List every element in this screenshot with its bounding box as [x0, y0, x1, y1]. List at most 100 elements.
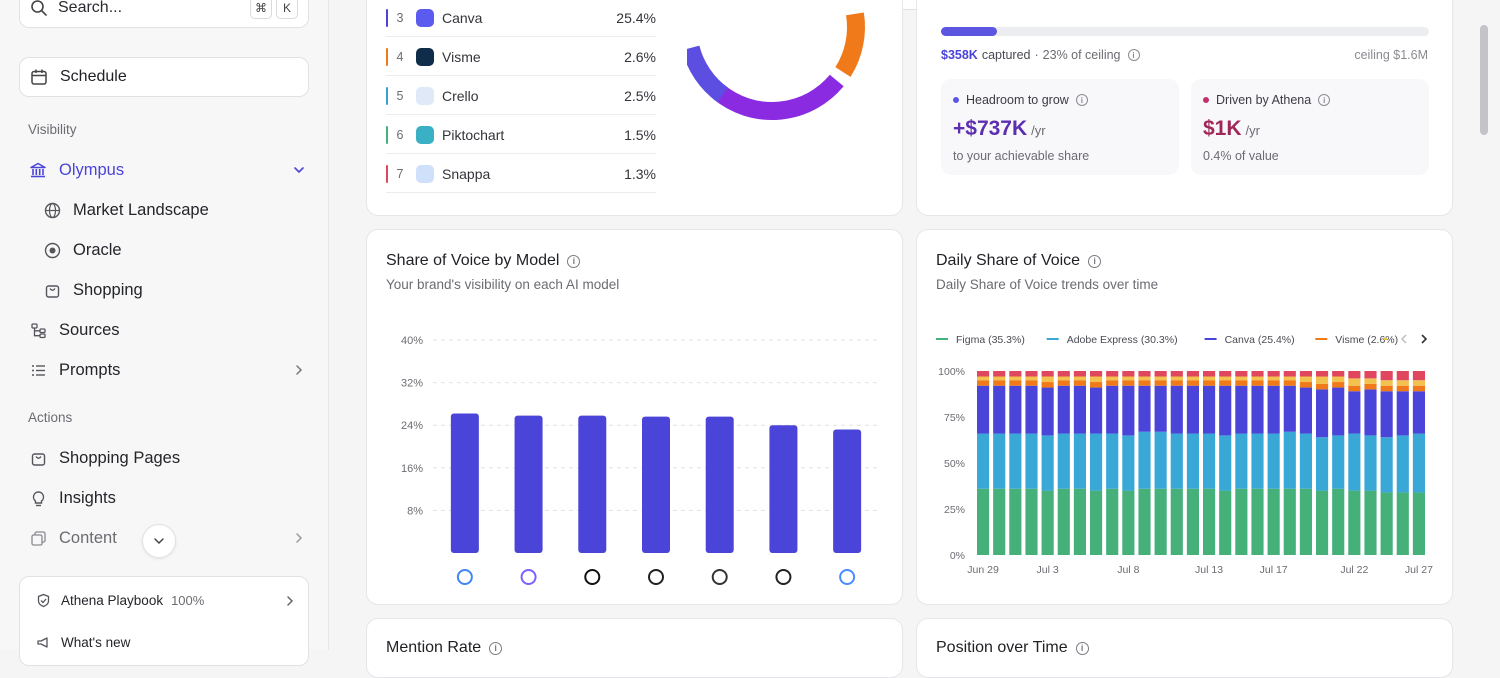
stack-segment[interactable] — [1138, 376, 1151, 381]
donut-slice-visme[interactable] — [835, 12, 865, 77]
stack-segment[interactable] — [1138, 488, 1151, 555]
sidebar-item-olympus[interactable]: Olympus — [28, 155, 308, 185]
stack-segment[interactable] — [1154, 385, 1167, 432]
legend-label[interactable]: Figma (35.3%) — [956, 334, 1025, 346]
ranking-row[interactable]: 6 Piktochart 1.5% — [386, 116, 656, 154]
stack-segment[interactable] — [1332, 382, 1345, 388]
stack-segment[interactable] — [1380, 437, 1393, 493]
stack-segment[interactable] — [1106, 433, 1119, 489]
bar-google[interactable] — [450, 413, 479, 553]
stack-segment[interactable] — [1186, 371, 1199, 377]
ranking-row[interactable]: 3 Canva 25.4% — [386, 0, 656, 37]
stack-segment[interactable] — [1122, 385, 1135, 436]
stack-segment[interactable] — [1186, 385, 1199, 434]
stack-segment[interactable] — [1348, 378, 1361, 386]
stack-segment[interactable] — [993, 371, 1006, 377]
stack-segment[interactable] — [1073, 488, 1086, 555]
bar-grok[interactable] — [578, 415, 607, 553]
whats-new-row[interactable]: What's new — [36, 635, 296, 650]
stack-segment[interactable] — [1057, 376, 1070, 381]
stack-segment[interactable] — [1348, 391, 1361, 434]
stack-segment[interactable] — [1203, 371, 1216, 377]
stack-segment[interactable] — [1219, 376, 1232, 381]
stack-segment[interactable] — [1090, 433, 1103, 491]
stack-segment[interactable] — [1073, 380, 1086, 386]
stack-segment[interactable] — [1380, 391, 1393, 438]
info-icon[interactable]: i — [1075, 641, 1089, 655]
stack-segment[interactable] — [1186, 376, 1199, 381]
ranking-row[interactable]: 7 Snappa 1.3% — [386, 155, 656, 193]
legend-label[interactable]: Visme (2.6%) — [1335, 334, 1398, 346]
stack-segment[interactable] — [1122, 371, 1135, 377]
stack-segment[interactable] — [1057, 488, 1070, 555]
stack-segment[interactable] — [1073, 385, 1086, 434]
stack-segment[interactable] — [1203, 385, 1216, 434]
stack-segment[interactable] — [1122, 435, 1135, 491]
stack-segment[interactable] — [1283, 380, 1296, 386]
sidebar-item-market-landscape[interactable]: Market Landscape — [42, 195, 302, 225]
chevron-right-icon[interactable] — [290, 361, 308, 379]
stack-segment[interactable] — [977, 371, 990, 377]
stack-segment[interactable] — [1332, 371, 1345, 377]
stack-segment[interactable] — [1041, 371, 1054, 377]
stack-segment[interactable] — [1380, 385, 1393, 392]
stack-segment[interactable] — [1364, 378, 1377, 384]
legend-label[interactable]: Canva (25.4%) — [1225, 334, 1295, 346]
stack-segment[interactable] — [1364, 371, 1377, 379]
stack-segment[interactable] — [993, 385, 1006, 434]
sidebar-item-sources[interactable]: Sources — [28, 315, 308, 345]
sidebar-item-shopping-pages[interactable]: Shopping Pages — [28, 443, 308, 473]
stack-segment[interactable] — [1073, 376, 1086, 381]
stack-segment[interactable] — [1283, 376, 1296, 381]
stack-segment[interactable] — [1316, 437, 1329, 491]
stack-segment[interactable] — [1235, 376, 1248, 381]
stack-segment[interactable] — [1219, 490, 1232, 555]
stack-segment[interactable] — [1251, 376, 1264, 381]
stack-segment[interactable] — [993, 433, 1006, 489]
legend-prev-icon[interactable] — [1401, 334, 1407, 344]
stack-segment[interactable] — [1025, 376, 1038, 381]
stack-segment[interactable] — [1057, 380, 1070, 386]
stack-segment[interactable] — [1267, 376, 1280, 381]
stack-segment[interactable] — [993, 376, 1006, 381]
stack-segment[interactable] — [1122, 380, 1135, 386]
sidebar-item-shopping[interactable]: Shopping — [42, 275, 302, 305]
stack-segment[interactable] — [1219, 380, 1232, 386]
stack-segment[interactable] — [1283, 431, 1296, 489]
stack-segment[interactable] — [1219, 385, 1232, 436]
stack-segment[interactable] — [1041, 435, 1054, 491]
stack-segment[interactable] — [1219, 435, 1232, 491]
donut-slice-canva[interactable] — [712, 74, 844, 120]
stack-segment[interactable] — [1106, 380, 1119, 386]
stack-segment[interactable] — [1348, 433, 1361, 491]
stack-segment[interactable] — [1235, 433, 1248, 489]
stack-segment[interactable] — [1396, 380, 1409, 386]
sidebar-item-insights[interactable]: Insights — [28, 483, 308, 513]
donut-slice[interactable] — [687, 45, 729, 103]
stack-segment[interactable] — [1041, 387, 1054, 436]
stack-segment[interactable] — [1412, 380, 1425, 386]
stack-segment[interactable] — [1186, 488, 1199, 555]
stack-segment[interactable] — [1267, 433, 1280, 489]
info-icon[interactable]: i — [1075, 94, 1088, 106]
stack-segment[interactable] — [1412, 433, 1425, 493]
bar-gemini[interactable] — [833, 429, 862, 553]
stack-segment[interactable] — [1138, 380, 1151, 386]
athena-playbook-row[interactable]: Athena Playbook 100% — [36, 593, 296, 608]
stack-segment[interactable] — [1154, 431, 1167, 489]
stack-segment[interactable] — [1009, 376, 1022, 381]
stack-segment[interactable] — [1364, 490, 1377, 555]
stack-segment[interactable] — [1299, 488, 1312, 555]
stack-segment[interactable] — [1122, 490, 1135, 555]
stack-segment[interactable] — [1138, 431, 1151, 489]
stack-segment[interactable] — [1009, 385, 1022, 434]
stack-segment[interactable] — [993, 488, 1006, 555]
stack-segment[interactable] — [1057, 385, 1070, 434]
stack-segment[interactable] — [1170, 385, 1183, 434]
chevron-right-icon[interactable] — [290, 529, 308, 547]
stack-segment[interactable] — [1203, 488, 1216, 555]
stack-segment[interactable] — [1154, 371, 1167, 377]
stack-segment[interactable] — [1396, 492, 1409, 555]
stack-segment[interactable] — [1348, 371, 1361, 379]
stack-segment[interactable] — [1299, 376, 1312, 383]
